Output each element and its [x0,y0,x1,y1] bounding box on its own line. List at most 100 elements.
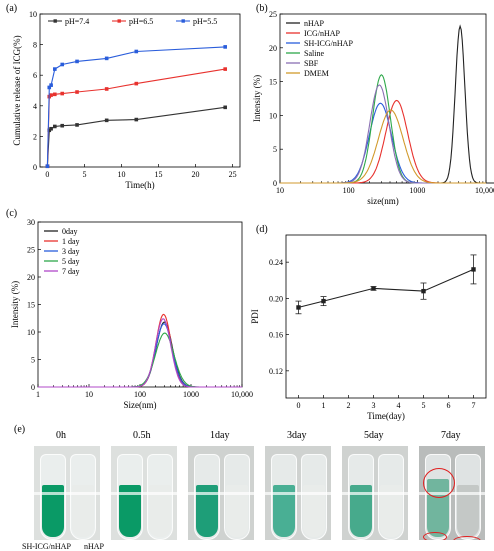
y-tick-label: 25 [269,10,277,19]
x-tick-label: 10 [85,390,93,399]
series-line-3 [46,46,226,167]
y-axis-label: Cumulative release of ICG(%) [12,35,22,145]
legend-label: 3 day [62,247,80,256]
series-line-4 [38,332,242,388]
photo-strip: (e) 0h 0.5h 1day 3day 5day 7day SH-ICG/nHAP nHA… [14,424,486,551]
data-point [60,62,65,67]
liquid-white [149,485,171,537]
panel-label: (d) [256,224,268,235]
y-tick-label: 5 [273,145,277,154]
liquid-white [457,485,479,537]
data-point [104,118,109,123]
highlight-circle [453,536,481,540]
y-axis-label: Intensity (%) [252,75,262,122]
x-tick-label: 7 [472,401,476,410]
x-tick-label: 6 [447,401,451,410]
legend-label: 7 day [62,267,80,276]
tube-nhap [70,454,96,540]
x-tick-label: 15 [155,170,163,179]
x-tick-label: 100 [343,186,355,195]
data-point [75,59,79,64]
timepoint-label: 7day [441,430,461,441]
data-point [53,92,57,97]
y-tick-label: 0 [33,163,37,172]
series-line-1 [38,321,242,388]
liquid-green [196,485,218,537]
chart-c: (c) 1 10 100 1000 10,000 0 5 10 15 20 25 30 Size(nm) I… [6,208,253,410]
data-point [421,288,426,294]
liquid-white [380,485,402,537]
data-point [134,49,139,54]
data-point [49,126,53,131]
sample-label-left: SH-ICG/nHAP [22,542,71,551]
data-point [60,123,65,128]
x-tick-label: 10,000 [475,186,494,195]
x-tick-label: 25 [229,170,237,179]
y-tick-label: 2 [33,132,37,141]
x-tick-label: 5 [422,401,426,410]
photo-0h [34,446,100,540]
plot-frame [39,13,241,168]
x-tick-label: 20 [192,170,200,179]
photo-7day [419,446,485,540]
tube-nhap [455,454,481,540]
series-line-2 [38,313,242,388]
legend-marker [181,19,185,23]
chart-b: (b) 10 100 1000 10,000 0 5 10 15 20 25 size(nm) Inte… [252,3,494,206]
rack-band [419,492,485,495]
y-tick-label: 15 [269,78,277,87]
tube-sh-icg-nhap [40,454,66,540]
data-point [47,85,52,90]
y-tick-label: 0.24 [269,258,283,267]
photo-5day [342,446,408,540]
x-axis-label: size(nm) [367,196,399,206]
panel-label: (a) [6,3,17,14]
y-axis-label: Intensity (%) [10,281,20,328]
x-axis-label: Size(nm) [124,400,157,410]
timepoint-label: 5day [364,430,384,441]
legend-label: pH=5.5 [193,17,217,26]
x-axis-label: Time(h) [125,180,154,190]
x-tick-label: 10 [276,186,284,195]
data-point [223,105,227,110]
timepoint-label: 0.5h [133,430,151,441]
series-line-6 [280,109,486,184]
data-point [53,124,57,129]
legend-label: SH-ICG/nHAP [304,39,353,48]
tube-sh-icg-nhap [271,454,297,540]
legend-label: pH=7.4 [65,17,89,26]
y-tick-label: 30 [27,218,35,227]
y-tick-label: 8 [33,41,37,50]
y-tick-label: 0.12 [269,367,283,376]
photo-0.5h [111,446,177,540]
y-tick-label: 10 [29,10,37,19]
series-line-5 [38,318,242,388]
legend-label: 1 day [62,237,80,246]
rack-band [34,492,100,495]
rack-band [265,492,331,495]
x-tick-label: 100 [134,390,146,399]
x-tick-label: 1000 [183,390,199,399]
x-tick-label: 0 [45,170,49,179]
data-point [75,90,79,94]
tube-sh-icg-nhap [194,454,220,540]
y-tick-label: 0.16 [269,331,283,340]
panel-label-e: (e) [14,424,26,435]
y-tick-label: 20 [269,44,277,53]
y-tick-label: 10 [27,328,35,337]
rack-band [111,492,177,495]
y-tick-label: 20 [27,273,35,282]
series-line-3 [38,323,242,388]
legend-label: DMEM [304,69,329,78]
series-line-1 [46,106,226,167]
data-point [45,164,50,169]
rack-band [188,492,254,495]
timepoint-label: 1day [210,430,230,441]
legend-marker [53,19,57,23]
legend-label: 5 day [62,257,80,266]
y-tick-label: 0 [273,179,277,188]
x-tick-label: 10,000 [231,390,253,399]
legend-marker [117,19,121,23]
